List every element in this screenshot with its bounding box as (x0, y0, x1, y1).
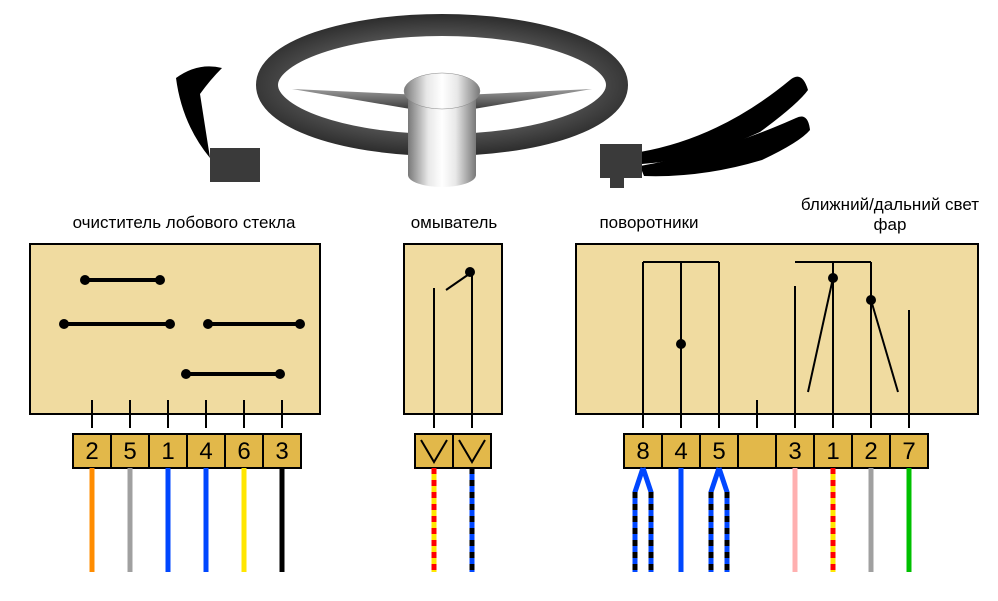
svg-text:5: 5 (712, 438, 725, 465)
label-beam: ближний/дальний свет фар (790, 195, 990, 235)
svg-text:1: 1 (161, 438, 174, 465)
svg-text:2: 2 (864, 438, 877, 465)
label-turn: поворотники (574, 213, 724, 233)
svg-text:4: 4 (199, 438, 212, 465)
svg-text:8: 8 (636, 438, 649, 465)
wiring-diagram: 2514638453127 (0, 0, 998, 601)
label-washer: омыватель (394, 213, 514, 233)
svg-text:2: 2 (85, 438, 98, 465)
svg-text:3: 3 (788, 438, 801, 465)
svg-text:1: 1 (826, 438, 839, 465)
svg-text:6: 6 (237, 438, 250, 465)
svg-text:3: 3 (275, 438, 288, 465)
label-wiper: очиститель лобового стекла (44, 213, 324, 233)
svg-text:5: 5 (123, 438, 136, 465)
svg-text:4: 4 (674, 438, 687, 465)
svg-text:7: 7 (902, 438, 915, 465)
